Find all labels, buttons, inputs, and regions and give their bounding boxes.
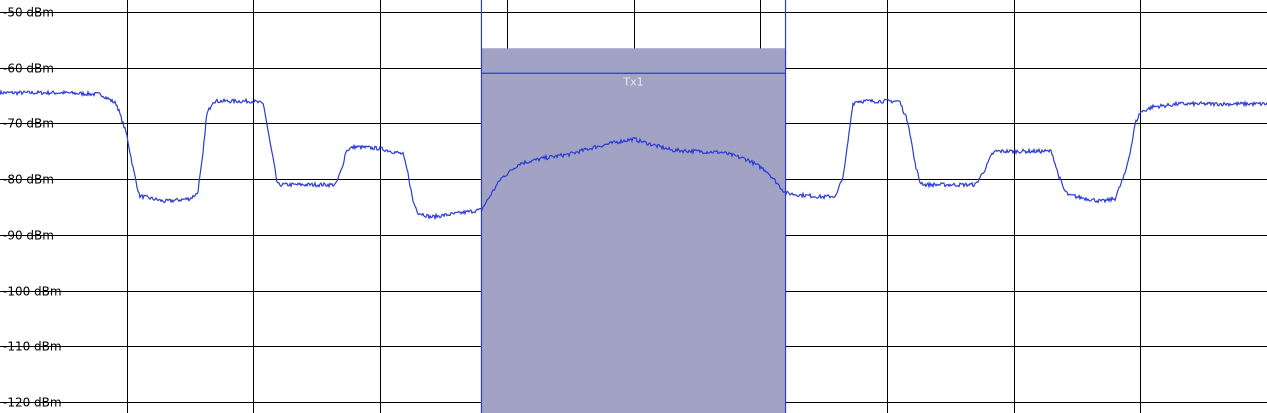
y-tick-label: -50 dBm bbox=[3, 6, 54, 20]
y-tick-label: -120 dBm bbox=[3, 396, 62, 410]
channel-band: Tx1 bbox=[481, 0, 785, 413]
y-tick-label: -60 dBm bbox=[3, 62, 54, 76]
channel-fill bbox=[481, 48, 785, 413]
y-tick-label: -80 dBm bbox=[3, 173, 54, 187]
channel-label: Tx1 bbox=[622, 75, 643, 88]
y-tick-label: -110 dBm bbox=[3, 340, 62, 354]
y-tick-label: -90 dBm bbox=[3, 229, 54, 243]
y-tick-labels: -50 dBm -60 dBm -70 dBm -80 dBm -90 dBm -100 … bbox=[3, 6, 62, 410]
y-tick-label: -70 dBm bbox=[3, 117, 54, 131]
y-tick-label: -100 dBm bbox=[3, 285, 62, 299]
